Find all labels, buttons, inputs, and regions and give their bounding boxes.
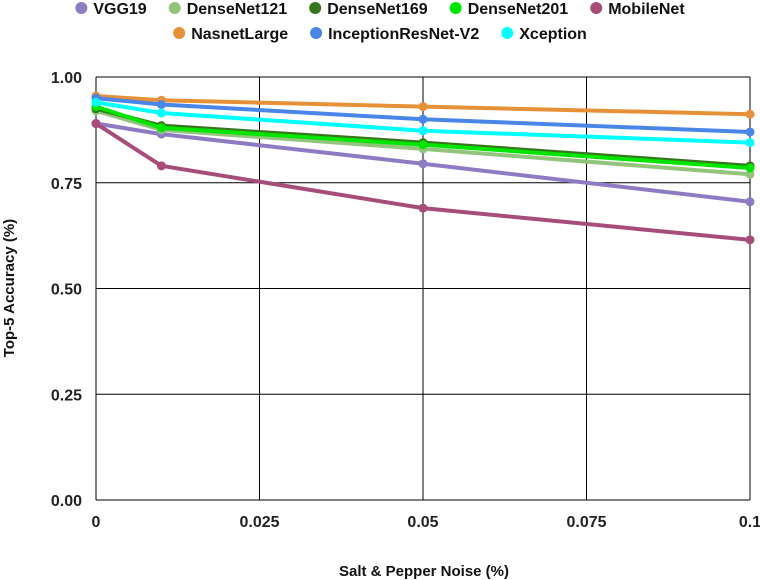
data-point-densenet201: [418, 140, 428, 150]
legend-marker: [501, 27, 514, 39]
data-point-xception: [91, 97, 101, 107]
data-point-xception: [418, 126, 428, 136]
legend-label: DenseNet169: [327, 1, 428, 18]
legend-label: InceptionResNet-V2: [328, 26, 479, 43]
legend-item-densenet201: DenseNet201: [449, 1, 569, 18]
legend: VGG19 DenseNet121 DenseNet169 DenseNet201 Mo…: [75, 1, 685, 43]
legend-item-nasnetlarge: NasnetLarge: [173, 26, 288, 43]
legend-marker: [590, 2, 603, 14]
data-point-xception: [156, 108, 166, 118]
data-point-xception: [745, 138, 755, 148]
y-tick-label: 1.00: [51, 70, 82, 87]
legend-item-densenet121: DenseNet121: [168, 1, 288, 18]
data-point-inceptionresnet-v2: [156, 99, 166, 109]
series-line-xception: [94, 100, 752, 145]
data-point-vgg19: [745, 197, 755, 207]
legend-label: MobileNet: [608, 1, 685, 18]
data-point-densenet201: [156, 123, 166, 133]
legend-label: NasnetLarge: [191, 26, 288, 43]
legend-marker: [173, 27, 186, 39]
data-point-nasnetlarge: [418, 102, 428, 112]
legend-item-xception: Xception: [501, 26, 587, 43]
data-point-inceptionresnet-v2: [745, 127, 755, 137]
legend-label: Xception: [519, 26, 587, 43]
data-point-mobilenet: [156, 161, 166, 171]
data-point-densenet121: [745, 169, 755, 179]
x-tick-label: 0.1: [739, 514, 760, 531]
chart-grid: [95, 76, 751, 501]
legend-item-mobilenet: MobileNet: [590, 1, 685, 18]
series-line-nasnetlarge: [94, 94, 752, 117]
data-point-mobilenet: [745, 235, 755, 245]
y-axis-ticks: 0.00 0.25 0.50 0.75 1.00: [51, 70, 82, 510]
series-mobilenet: [91, 119, 755, 245]
y-tick-label: 0.25: [51, 387, 82, 404]
legend-marker: [168, 2, 181, 14]
x-tick-label: 0: [92, 514, 101, 531]
legend-item-inceptionresnet-v2: InceptionResNet-V2: [310, 26, 479, 43]
y-axis-title: Top-5 Accuracy (%): [1, 219, 18, 357]
legend-marker: [75, 2, 88, 14]
series-line-mobilenet: [94, 121, 752, 242]
x-tick-label: 0.025: [239, 514, 279, 531]
legend-label: DenseNet121: [187, 1, 288, 18]
series-line-inceptionresnet-v2: [94, 96, 752, 134]
data-point-mobilenet: [418, 203, 428, 213]
data-point-densenet201: [745, 163, 755, 173]
x-tick-label: 0.05: [407, 514, 438, 531]
data-point-mobilenet: [91, 119, 101, 129]
series-line-vgg19: [94, 121, 752, 204]
data-point-nasnetlarge: [745, 109, 755, 119]
legend-item-densenet169: DenseNet169: [309, 1, 428, 18]
legend-marker: [449, 2, 462, 14]
series-xception: [91, 97, 755, 148]
x-axis-title: Salt & Pepper Noise (%): [339, 563, 509, 580]
x-tick-label: 0.075: [566, 514, 606, 531]
y-tick-label: 0.50: [51, 282, 82, 299]
x-axis-ticks: 0 0.025 0.05 0.075 0.1: [92, 514, 760, 531]
series-line-densenet201: [94, 104, 752, 170]
data-point-vgg19: [418, 159, 428, 169]
y-tick-label: 0.00: [51, 493, 82, 510]
legend-marker: [309, 2, 322, 14]
legend-label: DenseNet201: [468, 1, 569, 18]
series-layer: [91, 91, 755, 245]
legend-item-vgg19: VGG19: [75, 1, 147, 18]
series-line-densenet121: [94, 108, 752, 177]
legend-label: VGG19: [93, 1, 146, 18]
y-tick-label: 0.75: [51, 176, 82, 193]
legend-marker: [310, 27, 323, 39]
data-point-inceptionresnet-v2: [418, 114, 428, 124]
series-inceptionresnet-v2: [91, 93, 755, 137]
